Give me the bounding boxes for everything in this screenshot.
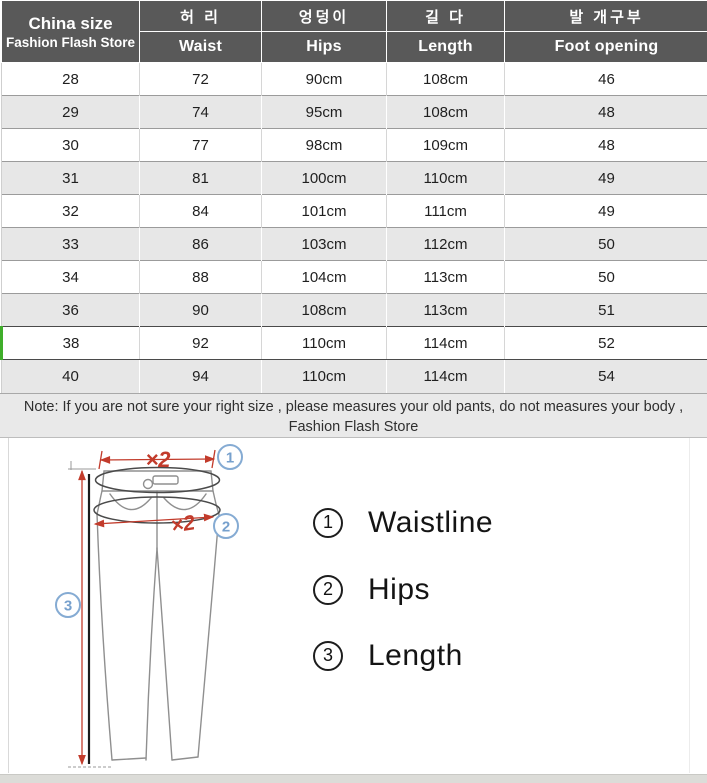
- cell-foot_opening: 49: [505, 162, 707, 195]
- cell-hips: 90cm: [262, 63, 387, 96]
- cell-hips: 110cm: [262, 360, 387, 393]
- legend-label-waistline: Waistline: [368, 506, 493, 540]
- cell-size: 32: [2, 195, 140, 228]
- header-foot-korean: 발 개구부: [505, 1, 707, 32]
- marker-2-hips: 2: [214, 514, 238, 538]
- header-hips-korean: 엉덩이: [262, 1, 387, 32]
- header-china-size: China size Fashion Flash Store: [2, 1, 140, 63]
- cell-waist: 86: [140, 228, 262, 261]
- legend-circle-1: 1: [313, 508, 343, 538]
- marker-3-number: 3: [64, 597, 72, 614]
- cell-size: 29: [2, 96, 140, 129]
- cell-foot_opening: 46: [505, 63, 707, 96]
- cell-length: 112cm: [387, 228, 505, 261]
- note-text-line2: Fashion Flash Store: [0, 417, 707, 437]
- cell-hips: 95cm: [262, 96, 387, 129]
- cell-length: 114cm: [387, 360, 505, 393]
- header-row-korean: China size Fashion Flash Store 허 리 엉덩이 길…: [2, 1, 707, 32]
- cell-foot_opening: 48: [505, 129, 707, 162]
- cell-foot_opening: 51: [505, 294, 707, 327]
- legend-label-length: Length: [368, 639, 463, 673]
- marker-1-number: 1: [226, 449, 234, 466]
- corner-title: China size: [4, 13, 137, 35]
- cell-foot_opening: 48: [505, 96, 707, 129]
- marker-1-waist: 1: [218, 445, 242, 469]
- header-foot-opening: Foot opening: [505, 32, 707, 63]
- cell-hips: 103cm: [262, 228, 387, 261]
- note-section: Note: If you are not sure your right siz…: [0, 393, 707, 438]
- legend-item-length: 3 Length: [313, 639, 463, 673]
- cell-hips: 101cm: [262, 195, 387, 228]
- cell-waist: 72: [140, 63, 262, 96]
- cell-waist: 77: [140, 129, 262, 162]
- bottom-border-strip: [0, 774, 707, 783]
- cell-length: 108cm: [387, 63, 505, 96]
- cell-size: 40: [2, 360, 140, 393]
- pants-diagram: ×2 ×2 1 2 3: [0, 438, 707, 783]
- cell-size: 34: [2, 261, 140, 294]
- cell-waist: 90: [140, 294, 262, 327]
- header-hips: Hips: [262, 32, 387, 63]
- cell-foot_opening: 54: [505, 360, 707, 393]
- header-length-korean: 길 다: [387, 1, 505, 32]
- header-length: Length: [387, 32, 505, 63]
- note-text-line1: Note: If you are not sure your right siz…: [0, 397, 707, 417]
- pants-sketch: [94, 467, 220, 760]
- cell-foot_opening: 52: [505, 327, 707, 360]
- cell-foot_opening: 50: [505, 228, 707, 261]
- measurement-diagram: ×2 ×2 1 2 3 1 Waistlin: [0, 438, 707, 783]
- header-waist-korean: 허 리: [140, 1, 262, 32]
- cell-waist: 88: [140, 261, 262, 294]
- cell-length: 114cm: [387, 327, 505, 360]
- cell-waist: 84: [140, 195, 262, 228]
- cell-foot_opening: 49: [505, 195, 707, 228]
- cell-hips: 100cm: [262, 162, 387, 195]
- legend-circle-3: 3: [313, 641, 343, 671]
- cell-hips: 98cm: [262, 129, 387, 162]
- cell-size: 33: [2, 228, 140, 261]
- cell-length: 108cm: [387, 96, 505, 129]
- cell-waist: 81: [140, 162, 262, 195]
- corner-store-name: Fashion Flash Store: [4, 35, 137, 51]
- cell-hips: 104cm: [262, 261, 387, 294]
- cell-length: 110cm: [387, 162, 505, 195]
- cell-length: 113cm: [387, 261, 505, 294]
- cell-length: 113cm: [387, 294, 505, 327]
- header-waist: Waist: [140, 32, 262, 63]
- legend-item-waistline: 1 Waistline: [313, 506, 493, 540]
- cell-hips: 110cm: [262, 327, 387, 360]
- cell-waist: 74: [140, 96, 262, 129]
- marker-3-length: 3: [56, 593, 80, 617]
- legend-label-hips: Hips: [368, 573, 430, 607]
- legend-circle-2: 2: [313, 575, 343, 605]
- cell-waist: 92: [140, 327, 262, 360]
- waist-measure-arrow: ×2: [99, 447, 215, 472]
- cell-size: 38: [2, 327, 140, 360]
- hips-multiplier-label: ×2: [169, 511, 197, 538]
- size-chart-table: China size Fashion Flash Store 허 리 엉덩이 길…: [0, 0, 707, 393]
- cell-length: 109cm: [387, 129, 505, 162]
- hips-measure-arrow: ×2: [95, 511, 213, 538]
- cell-hips: 108cm: [262, 294, 387, 327]
- legend-item-hips: 2 Hips: [313, 573, 430, 607]
- waist-multiplier-label: ×2: [145, 447, 171, 472]
- marker-2-number: 2: [222, 518, 230, 535]
- cell-size: 30: [2, 129, 140, 162]
- cell-size: 28: [2, 63, 140, 96]
- cell-length: 111cm: [387, 195, 505, 228]
- cell-size: 31: [2, 162, 140, 195]
- cell-waist: 94: [140, 360, 262, 393]
- cell-size: 36: [2, 294, 140, 327]
- cell-foot_opening: 50: [505, 261, 707, 294]
